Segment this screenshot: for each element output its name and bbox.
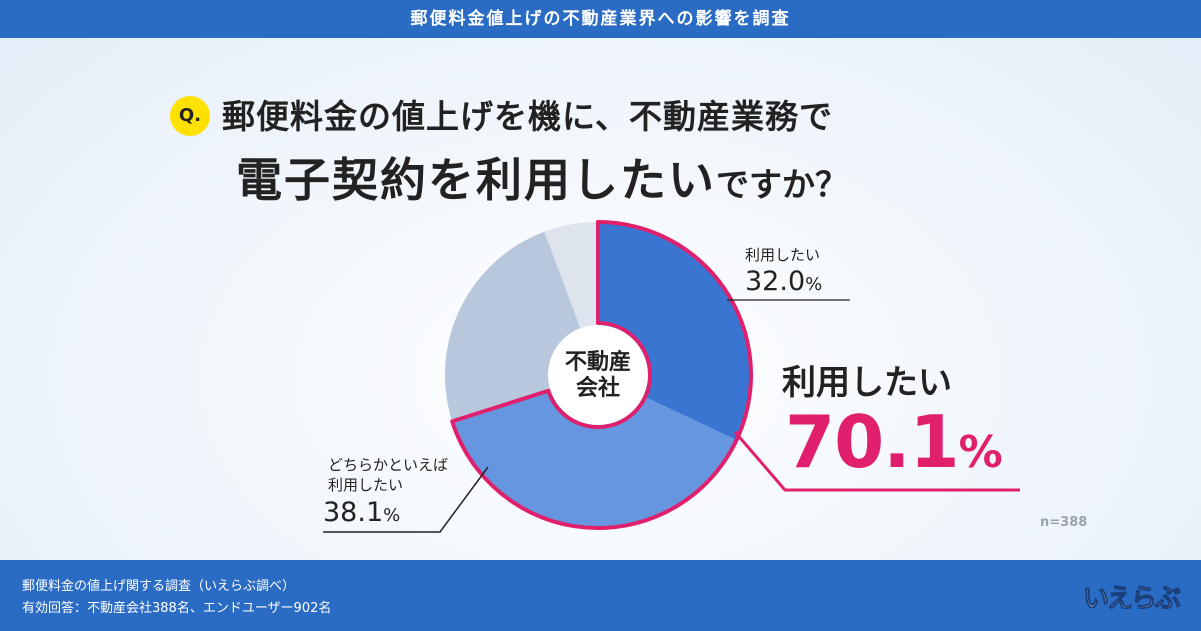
total-number: 70.1 <box>785 400 960 484</box>
total-pct: % <box>958 427 1003 478</box>
slice2-number: 38.1 <box>323 497 384 528</box>
center-hole <box>548 325 648 425</box>
sample-size: n=388 <box>1040 515 1088 530</box>
ierabu-logo: いえらぶ <box>1082 584 1181 615</box>
center-label-line1: 不動産 <box>565 349 631 375</box>
question-rest: ですか？ <box>716 165 848 204</box>
total-value: 70.1% <box>785 400 1003 484</box>
center-label-line2: 会社 <box>576 375 620 401</box>
slice1-value: 32.0% <box>745 266 822 297</box>
slice1-pct: % <box>805 274 823 295</box>
q-badge: Q. <box>170 96 210 136</box>
total-leader <box>733 431 1020 492</box>
highlight-outline <box>450 220 753 530</box>
slice1-number: 32.0 <box>745 266 806 297</box>
question-emphasis: 電子契約を利用したい <box>236 153 716 207</box>
slice2-value: 38.1% <box>323 497 400 528</box>
slice2-pct: % <box>383 505 401 526</box>
slice2-name-line1: どちらかといえば <box>328 456 449 474</box>
slice2-name: どちらかといえば 利用したい <box>328 455 448 495</box>
footer: 郵便料金の値上げ関する調査（いえらぶ調べ） 有効回答：不動産会社388名、エンド… <box>0 560 1201 631</box>
total-name: 利用したい <box>782 363 952 403</box>
slice2-leader <box>323 466 489 533</box>
slice2-name-line2: 利用したい <box>328 476 404 494</box>
footer-respondents: 有効回答：不動産会社388名、エンドユーザー902名 <box>22 601 332 616</box>
pie-slice-2 <box>452 375 737 529</box>
slice1-name: 利用したい <box>745 246 821 264</box>
header-title: 郵便料金値上げの不動産業界への影響を調査 <box>410 9 791 29</box>
footer-source: 郵便料金の値上げ関する調査（いえらぶ調べ） <box>22 579 296 594</box>
question-line2: 電子契約を利用したいですか？ <box>236 144 848 210</box>
question-line1: 郵便料金の値上げを機に、不動産業務で <box>222 97 834 136</box>
header-bar: 郵便料金値上げの不動産業界への影響を調査 <box>0 0 1201 38</box>
